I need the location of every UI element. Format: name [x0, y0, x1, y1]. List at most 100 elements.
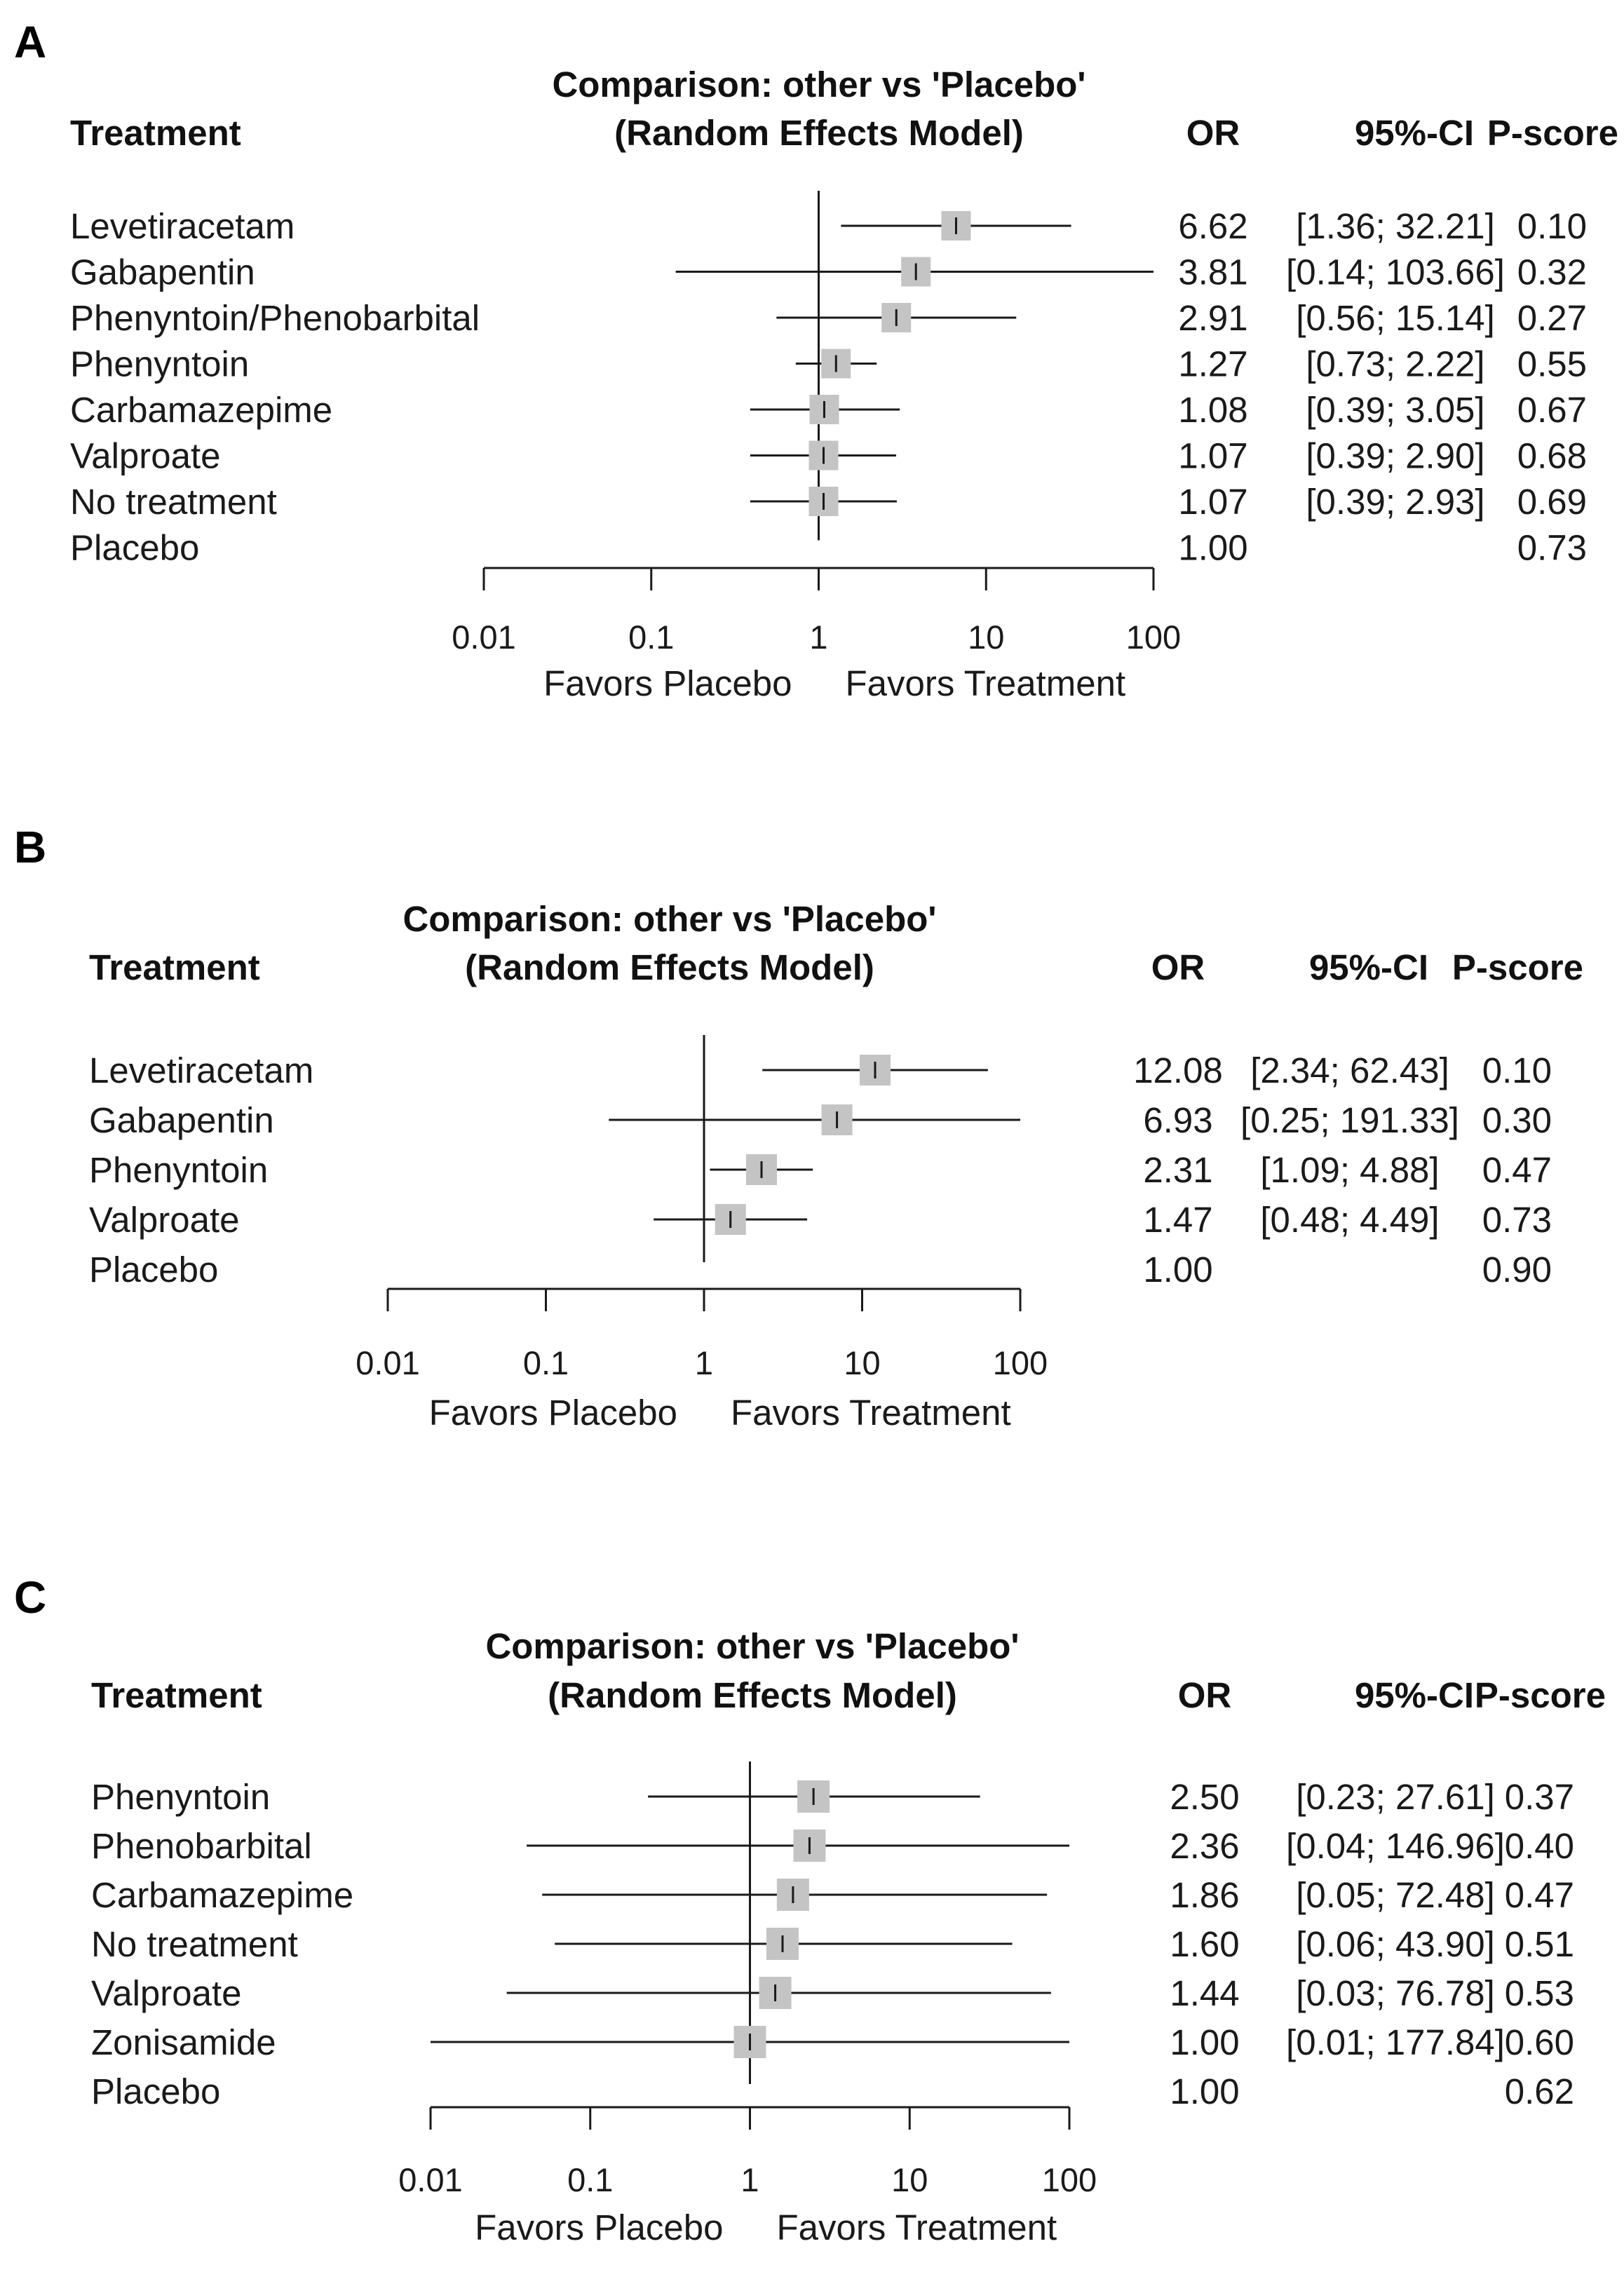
column-header-pscore: P-score	[1452, 947, 1583, 987]
x-tick-label: 1	[809, 618, 827, 656]
ci-value: [0.01; 177.84]	[1286, 2022, 1505, 2062]
treatment-label: Levetiracetam	[70, 206, 295, 246]
treatment-label: Levetiracetam	[89, 1050, 313, 1090]
ci-value: [0.04; 146.96]	[1286, 1826, 1505, 1866]
or-value: 1.07	[1178, 482, 1247, 522]
column-header-ci: 95%-CI	[1355, 1675, 1474, 1715]
column-header-ci: 95%-CI	[1355, 113, 1474, 153]
x-tick-label: 100	[1042, 2161, 1097, 2198]
ci-value: [0.06; 43.90]	[1296, 1924, 1495, 1964]
pscore-value: 0.60	[1505, 2022, 1574, 2062]
ci-value: [0.25; 191.33]	[1240, 1100, 1459, 1140]
or-value: 2.50	[1170, 1777, 1239, 1817]
treatment-label: Placebo	[89, 1250, 218, 1290]
column-header-treatment: Treatment	[89, 947, 260, 987]
favors-left-label: Favors Placebo	[543, 663, 792, 703]
pscore-value: 0.37	[1505, 1777, 1574, 1817]
ci-value: [2.34; 62.43]	[1250, 1050, 1449, 1090]
pscore-value: 0.40	[1505, 1826, 1574, 1866]
favors-left-label: Favors Placebo	[429, 1393, 677, 1433]
x-tick-label: 0.1	[523, 1344, 569, 1381]
or-value: 2.36	[1170, 1826, 1239, 1866]
treatment-label: Valproate	[91, 1973, 242, 2013]
ci-value: [1.09; 4.88]	[1260, 1150, 1439, 1190]
x-tick-label: 0.01	[398, 2161, 462, 2198]
or-value: 12.08	[1133, 1050, 1223, 1090]
treatment-label: Phenobarbital	[91, 1826, 312, 1866]
or-value: 1.86	[1170, 1875, 1239, 1915]
pscore-value: 0.67	[1517, 390, 1587, 430]
panel-label: B	[14, 822, 46, 872]
x-tick-label: 0.01	[452, 618, 515, 656]
chart-subtitle: (Random Effects Model)	[465, 947, 874, 987]
chart-title: Comparison: other vs 'Placebo'	[485, 1626, 1019, 1666]
or-value: 2.31	[1143, 1150, 1212, 1190]
panel-label: C	[14, 1572, 46, 1623]
column-header-pscore: P-score	[1487, 113, 1618, 153]
column-header-or: OR	[1186, 113, 1240, 153]
ci-value: [0.03; 76.78]	[1296, 1973, 1495, 2013]
or-value: 1.60	[1170, 1924, 1239, 1964]
or-value: 1.08	[1178, 390, 1247, 430]
column-header-or: OR	[1151, 947, 1205, 987]
pscore-value: 0.30	[1482, 1100, 1552, 1140]
x-tick-label: 0.01	[356, 1344, 419, 1381]
column-header-or: OR	[1178, 1675, 1232, 1715]
favors-left-label: Favors Placebo	[475, 2207, 723, 2247]
pscore-value: 0.10	[1482, 1050, 1552, 1090]
ci-value: [0.48; 4.49]	[1260, 1200, 1439, 1240]
treatment-label: No treatment	[91, 1924, 298, 1964]
treatment-label: No treatment	[70, 482, 277, 522]
pscore-value: 0.27	[1517, 298, 1587, 338]
x-tick-label: 1	[695, 1344, 713, 1381]
treatment-label: Phenyntoin/Phenobarbital	[70, 298, 480, 338]
pscore-value: 0.10	[1517, 206, 1587, 246]
or-value: 2.91	[1178, 298, 1247, 338]
or-value: 1.47	[1143, 1200, 1212, 1240]
ci-value: [1.36; 32.21]	[1296, 206, 1495, 246]
panel-label: A	[14, 17, 46, 67]
x-tick-label: 100	[993, 1344, 1048, 1381]
ci-value: [0.39; 3.05]	[1306, 390, 1484, 430]
or-value: 1.07	[1178, 436, 1247, 476]
forest-panel-b: B Comparison: other vs 'Placebo' (Random E…	[14, 822, 1583, 1433]
column-header-treatment: Treatment	[70, 113, 241, 153]
treatment-label: Placebo	[91, 2071, 220, 2111]
pscore-value: 0.47	[1505, 1875, 1574, 1915]
treatment-label: Phenyntoin	[70, 344, 249, 384]
x-tick-label: 10	[968, 618, 1004, 656]
forest-panel-c: C Comparison: other vs 'Placebo' (Random E…	[14, 1572, 1606, 2247]
x-tick-label: 10	[844, 1344, 880, 1381]
treatment-label: Valproate	[89, 1200, 240, 1240]
x-tick-label: 10	[891, 2161, 928, 2198]
or-value: 6.62	[1178, 206, 1247, 246]
or-value: 1.00	[1143, 1250, 1212, 1290]
x-tick-label: 100	[1126, 618, 1181, 656]
ci-value: [0.23; 27.61]	[1296, 1777, 1495, 1817]
treatment-label: Gabapentin	[89, 1100, 274, 1140]
or-value: 1.00	[1170, 2022, 1239, 2062]
pscore-value: 0.32	[1517, 252, 1587, 292]
treatment-label: Phenyntoin	[91, 1777, 270, 1817]
chart-title: Comparison: other vs 'Placebo'	[552, 65, 1085, 104]
pscore-value: 0.62	[1505, 2071, 1574, 2111]
pscore-value: 0.55	[1517, 344, 1587, 384]
ci-value: [0.56; 15.14]	[1296, 298, 1495, 338]
pscore-value: 0.90	[1482, 1250, 1552, 1290]
or-value: 1.44	[1170, 1973, 1239, 2013]
pscore-value: 0.68	[1517, 436, 1587, 476]
ci-value: [0.05; 72.48]	[1296, 1875, 1495, 1915]
chart-subtitle: (Random Effects Model)	[614, 113, 1024, 153]
treatment-label: Zonisamide	[91, 2022, 276, 2062]
or-value: 1.27	[1178, 344, 1247, 384]
pscore-value: 0.73	[1482, 1200, 1552, 1240]
or-value: 3.81	[1178, 252, 1247, 292]
column-header-pscore: P-score	[1475, 1675, 1606, 1715]
pscore-value: 0.53	[1505, 1973, 1574, 2013]
treatment-label: Valproate	[70, 436, 221, 476]
or-value: 6.93	[1143, 1100, 1212, 1140]
or-value: 1.00	[1178, 528, 1247, 568]
pscore-value: 0.51	[1505, 1924, 1574, 1964]
